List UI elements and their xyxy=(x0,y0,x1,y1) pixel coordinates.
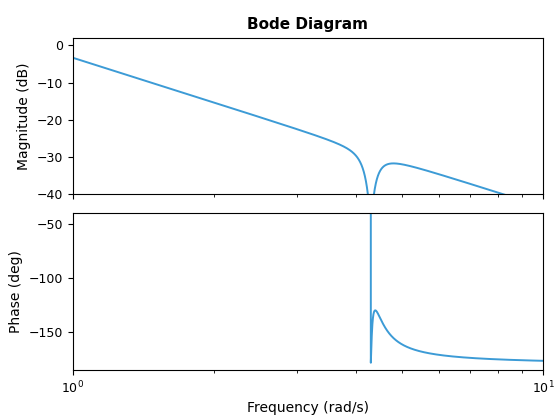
Y-axis label: Magnitude (dB): Magnitude (dB) xyxy=(17,62,31,170)
Title: Bode Diagram: Bode Diagram xyxy=(248,18,368,32)
X-axis label: Frequency (rad/s): Frequency (rad/s) xyxy=(247,402,369,415)
Y-axis label: Phase (deg): Phase (deg) xyxy=(9,250,23,333)
